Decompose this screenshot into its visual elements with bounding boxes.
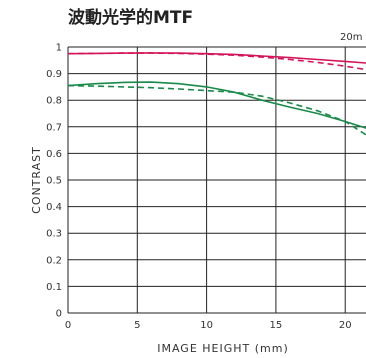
y-tick-label: 0.5 bbox=[46, 176, 62, 187]
x-tick-label: 20 bbox=[339, 320, 352, 331]
y-tick-label: 0.9 bbox=[46, 69, 62, 80]
dashed-series-line bbox=[67, 52, 366, 71]
grid bbox=[67, 46, 366, 314]
chart-title: 波動光学的MTF bbox=[68, 7, 193, 28]
series-group bbox=[67, 52, 366, 136]
x-tick-label: 0 bbox=[65, 320, 71, 331]
y-tick-label: 0.6 bbox=[46, 149, 62, 160]
y-axis-label: CONTRAST bbox=[30, 146, 43, 214]
y-tick-label: 0.1 bbox=[46, 282, 62, 293]
y-tick-label: 1 bbox=[56, 43, 62, 54]
y-tick-label: 0.3 bbox=[46, 229, 62, 240]
y-tick-label: 0.2 bbox=[46, 255, 62, 266]
solid-series-line bbox=[67, 52, 366, 64]
y-tick-label: 0.8 bbox=[46, 96, 62, 107]
x-axis-label: IMAGE HEIGHT (mm) bbox=[157, 342, 289, 355]
y-tick-label: 0.4 bbox=[46, 202, 62, 213]
y-tick-label: 0 bbox=[56, 309, 62, 320]
dashed-series-line bbox=[67, 84, 366, 136]
tick-labels: 00.10.20.30.40.50.60.70.80.910 5 10 15 20 bbox=[46, 43, 351, 332]
solid-series-line bbox=[67, 81, 366, 129]
frequency-label: 20m bbox=[340, 32, 362, 43]
y-tick-label: 0.7 bbox=[46, 122, 62, 133]
x-tick-label: 15 bbox=[270, 320, 283, 331]
x-tick-label: 5 bbox=[134, 320, 140, 331]
x-tick-label: 10 bbox=[200, 320, 213, 331]
